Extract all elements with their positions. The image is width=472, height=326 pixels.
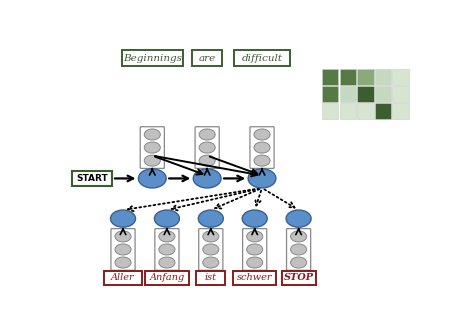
Circle shape [144, 129, 160, 140]
Circle shape [144, 155, 160, 166]
Circle shape [254, 155, 270, 166]
FancyBboxPatch shape [339, 86, 356, 102]
Circle shape [159, 231, 175, 242]
Circle shape [193, 169, 221, 188]
Circle shape [203, 231, 219, 242]
Circle shape [115, 244, 131, 255]
FancyBboxPatch shape [196, 271, 226, 285]
Circle shape [110, 210, 135, 227]
FancyBboxPatch shape [140, 127, 164, 169]
FancyBboxPatch shape [155, 229, 179, 270]
Circle shape [159, 244, 175, 255]
Circle shape [199, 155, 215, 166]
FancyBboxPatch shape [357, 86, 374, 102]
Circle shape [198, 210, 223, 227]
FancyBboxPatch shape [234, 50, 290, 66]
FancyBboxPatch shape [339, 103, 356, 119]
Circle shape [115, 257, 131, 268]
FancyBboxPatch shape [287, 229, 311, 270]
Circle shape [199, 129, 215, 140]
FancyBboxPatch shape [111, 229, 135, 270]
Circle shape [291, 257, 307, 268]
FancyBboxPatch shape [322, 69, 338, 85]
Circle shape [286, 210, 311, 227]
Circle shape [154, 210, 179, 227]
Circle shape [203, 257, 219, 268]
FancyBboxPatch shape [195, 127, 219, 169]
FancyBboxPatch shape [339, 69, 356, 85]
Text: Beginnings: Beginnings [123, 54, 182, 63]
Circle shape [242, 210, 267, 227]
FancyBboxPatch shape [392, 103, 409, 119]
Text: ist: ist [205, 273, 217, 282]
FancyBboxPatch shape [199, 229, 223, 270]
FancyBboxPatch shape [375, 86, 391, 102]
Text: are: are [199, 54, 216, 63]
Circle shape [199, 142, 215, 153]
FancyBboxPatch shape [233, 271, 277, 285]
Circle shape [203, 244, 219, 255]
Circle shape [144, 142, 160, 153]
Circle shape [291, 244, 307, 255]
Circle shape [291, 231, 307, 242]
Circle shape [247, 231, 263, 242]
FancyBboxPatch shape [250, 127, 274, 169]
FancyBboxPatch shape [322, 103, 338, 119]
FancyBboxPatch shape [392, 86, 409, 102]
FancyBboxPatch shape [375, 103, 391, 119]
FancyBboxPatch shape [357, 103, 374, 119]
FancyBboxPatch shape [375, 69, 391, 85]
FancyBboxPatch shape [282, 271, 316, 285]
FancyBboxPatch shape [322, 86, 338, 102]
Text: Aller: Aller [111, 273, 135, 282]
FancyBboxPatch shape [145, 271, 189, 285]
FancyBboxPatch shape [122, 50, 183, 66]
Text: START: START [76, 174, 108, 183]
Circle shape [247, 244, 263, 255]
Circle shape [254, 142, 270, 153]
Circle shape [115, 231, 131, 242]
Circle shape [248, 169, 276, 188]
FancyBboxPatch shape [192, 50, 222, 66]
FancyBboxPatch shape [104, 271, 143, 285]
FancyBboxPatch shape [243, 229, 267, 270]
Circle shape [159, 257, 175, 268]
FancyBboxPatch shape [357, 69, 374, 85]
FancyBboxPatch shape [392, 69, 409, 85]
Circle shape [247, 257, 263, 268]
FancyBboxPatch shape [72, 171, 112, 186]
Text: STOP: STOP [284, 273, 314, 282]
Circle shape [254, 129, 270, 140]
Text: difficult: difficult [242, 54, 283, 63]
Text: Anfang: Anfang [149, 273, 185, 282]
Text: schwer: schwer [237, 273, 272, 282]
Circle shape [138, 169, 166, 188]
